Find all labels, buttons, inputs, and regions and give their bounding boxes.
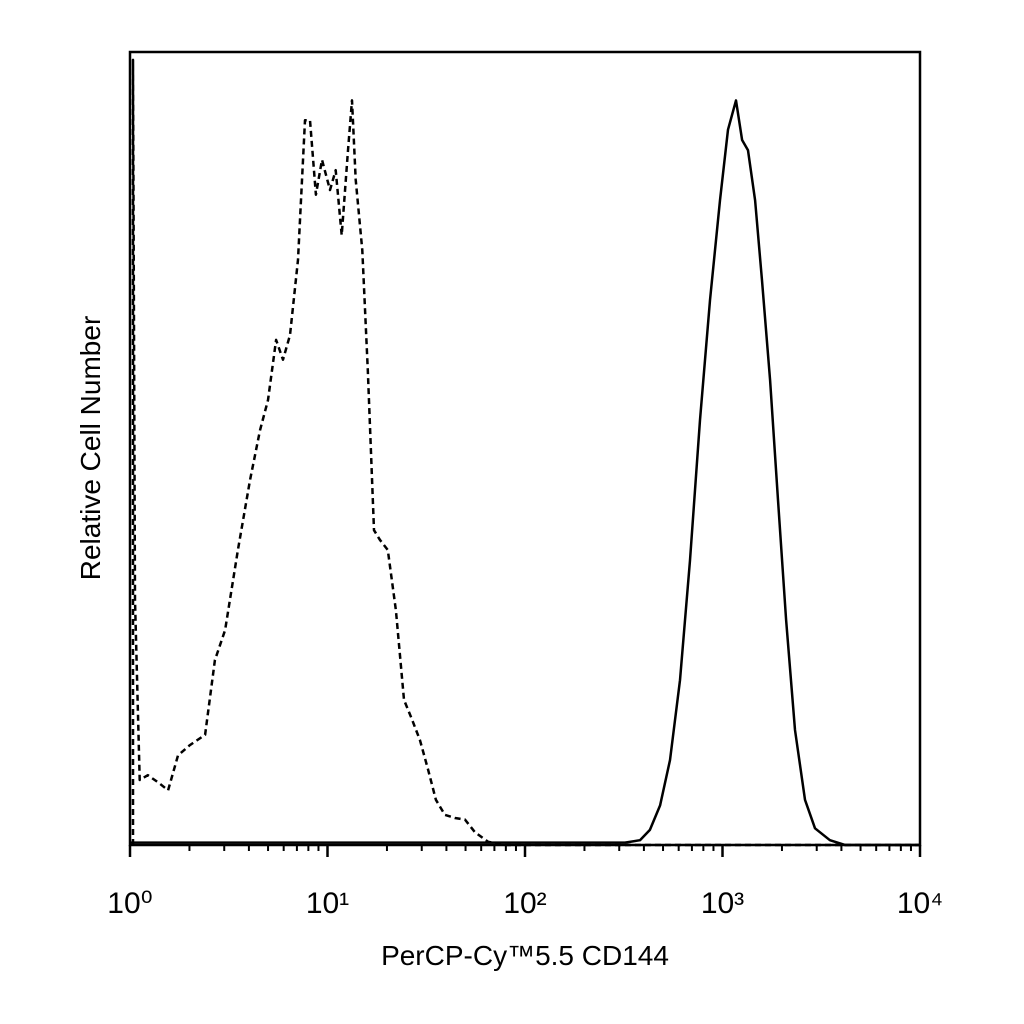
x-tick-label: 10³: [701, 887, 744, 920]
histogram-line: [131, 58, 920, 847]
x-axis-label: PerCP-Cy™5.5 CD144: [381, 940, 669, 971]
x-tick-label: 10⁰: [107, 887, 152, 920]
y-axis-label: Relative Cell Number: [75, 316, 106, 581]
x-tick-label: 10¹: [306, 887, 349, 920]
histogram-line: [130, 99, 920, 847]
plot-frame: [128, 50, 922, 847]
x-tick-label: 10⁴: [897, 887, 943, 920]
x-tick-label: 10²: [503, 887, 546, 920]
